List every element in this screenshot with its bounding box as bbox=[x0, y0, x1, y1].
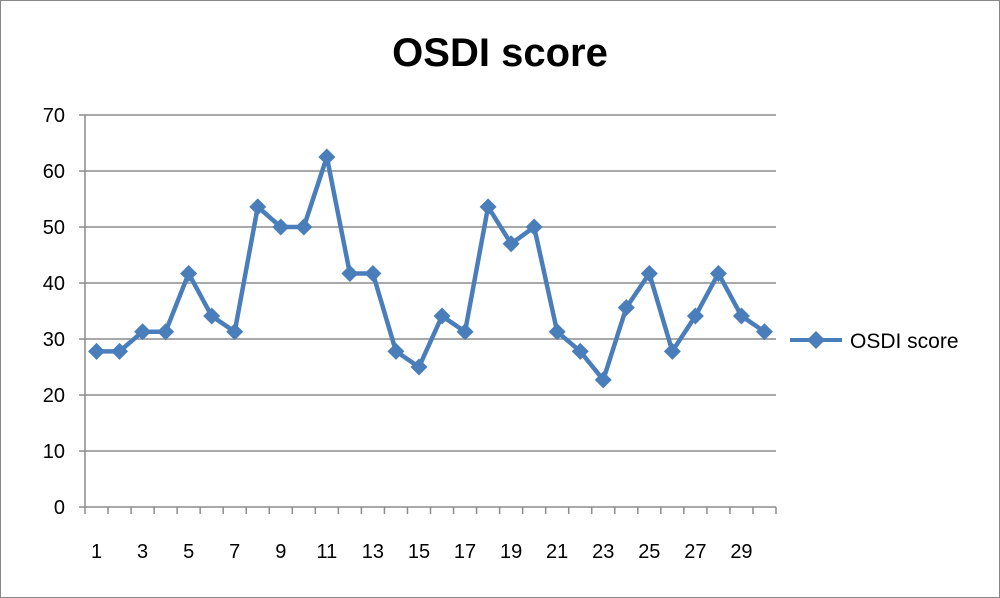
chart-title: OSDI score bbox=[392, 31, 608, 75]
data-point bbox=[134, 323, 152, 341]
data-point bbox=[295, 218, 313, 236]
data-point bbox=[755, 323, 773, 341]
data-point bbox=[226, 323, 244, 341]
data-point bbox=[433, 307, 451, 325]
data-point bbox=[157, 323, 175, 341]
data-point bbox=[525, 218, 543, 236]
data-point bbox=[387, 342, 405, 360]
data-point bbox=[111, 342, 129, 360]
data-point bbox=[456, 323, 474, 341]
x-tick-label: 5 bbox=[183, 541, 194, 563]
x-tick-label: 17 bbox=[454, 541, 476, 563]
x-tick-label: 11 bbox=[316, 541, 337, 563]
data-point bbox=[410, 358, 428, 376]
x-tick-label: 15 bbox=[408, 541, 430, 563]
data-point bbox=[318, 148, 336, 166]
data-point bbox=[640, 264, 658, 282]
y-tick-label: 0 bbox=[54, 497, 65, 519]
x-tick-label: 19 bbox=[500, 541, 522, 563]
x-tick-label: 29 bbox=[730, 541, 752, 563]
data-point bbox=[709, 264, 727, 282]
data-point bbox=[180, 264, 198, 282]
y-tick-label: 10 bbox=[43, 441, 65, 463]
x-tick-label: 23 bbox=[592, 541, 614, 563]
data-point bbox=[203, 307, 221, 325]
series-line bbox=[96, 154, 766, 383]
x-tick-label: 1 bbox=[91, 541, 102, 563]
legend-marker bbox=[807, 331, 825, 349]
x-tick-label: 25 bbox=[638, 541, 660, 563]
x-tick-label: 3 bbox=[137, 541, 148, 563]
x-tick-label: 9 bbox=[275, 541, 286, 563]
x-tick-label: 21 bbox=[546, 541, 568, 563]
data-point bbox=[341, 264, 359, 282]
legend: OSDI score bbox=[790, 330, 959, 353]
data-point bbox=[548, 323, 566, 341]
x-tick-label: 7 bbox=[229, 541, 240, 563]
x-tick-label: 13 bbox=[362, 541, 384, 563]
y-tick-label: 70 bbox=[43, 105, 65, 127]
y-tick-label: 40 bbox=[43, 273, 65, 295]
y-tick-label: 50 bbox=[43, 217, 65, 239]
data-point bbox=[594, 371, 612, 389]
data-point bbox=[663, 342, 681, 360]
y-tick-label: 60 bbox=[43, 161, 65, 183]
legend-label: OSDI score bbox=[850, 330, 959, 353]
data-point bbox=[617, 299, 635, 317]
data-point bbox=[732, 307, 750, 325]
data-point bbox=[272, 218, 290, 236]
data-point bbox=[364, 264, 382, 282]
y-tick-label: 20 bbox=[43, 385, 65, 407]
data-point bbox=[686, 307, 704, 325]
data-point bbox=[479, 198, 497, 216]
data-point bbox=[249, 198, 267, 216]
data-point bbox=[502, 235, 520, 253]
data-point bbox=[571, 342, 589, 360]
y-tick-label: 30 bbox=[43, 329, 65, 351]
data-point bbox=[88, 342, 106, 360]
x-tick-label: 27 bbox=[684, 541, 706, 563]
